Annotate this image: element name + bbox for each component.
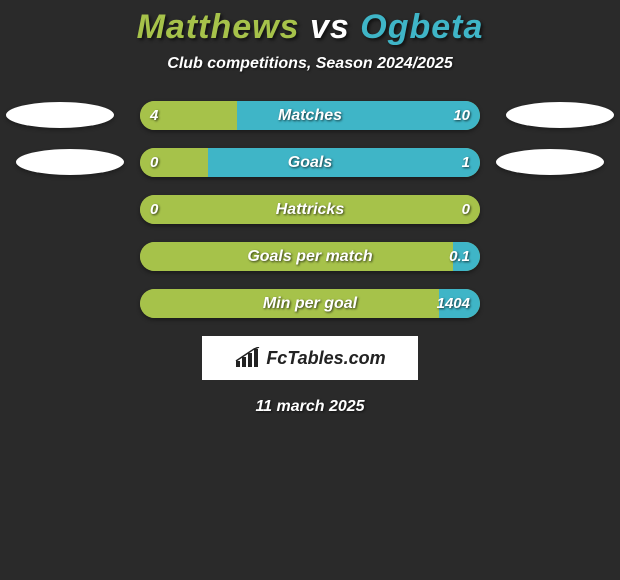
comparison-rows: Matches410Goals01Hattricks00Goals per ma…: [0, 101, 620, 318]
stat-row: Min per goal1404: [0, 289, 620, 318]
fctables-logo: FcTables.com: [202, 336, 418, 380]
stat-bar: Goals0 1: [140, 148, 480, 177]
stat-left-value: 0: [150, 195, 158, 224]
title-right: Ogbeta: [360, 8, 483, 46]
stat-label: Goals per match: [140, 242, 480, 271]
date-text: 11 march 2025: [0, 398, 620, 416]
stat-label: Matches: [140, 101, 480, 130]
stat-left-value: 4: [150, 101, 158, 130]
page-title: Matthews vs Ogbeta: [0, 0, 620, 47]
stat-row: Goals per match0.1: [0, 242, 620, 271]
subtitle: Club competitions, Season 2024/2025: [0, 55, 620, 73]
stat-row: Hattricks0 0: [0, 195, 620, 224]
logo-text: FcTables.com: [266, 348, 385, 369]
title-vs: vs: [310, 8, 350, 46]
stat-label: Hattricks: [140, 195, 480, 224]
stat-right-value: 0.1: [449, 242, 470, 271]
left-team-oval: [6, 102, 114, 128]
stat-right-value: 10: [453, 101, 470, 130]
stat-label: Goals: [140, 148, 480, 177]
stat-bar: Hattricks0 0: [140, 195, 480, 224]
stat-right-value: 0: [462, 195, 470, 224]
stat-label: Min per goal: [140, 289, 480, 318]
left-team-oval: [16, 149, 124, 175]
stat-row: Goals0 1: [0, 148, 620, 177]
right-team-oval: [496, 149, 604, 175]
right-team-oval: [506, 102, 614, 128]
stat-bar: Min per goal1404: [140, 289, 480, 318]
stat-bar: Goals per match0.1: [140, 242, 480, 271]
stat-row: Matches4 10: [0, 101, 620, 130]
stat-bar: Matches4 10: [140, 101, 480, 130]
stat-right-value: 1: [462, 148, 470, 177]
stat-right-value: 1404: [437, 289, 470, 318]
title-left: Matthews: [137, 8, 300, 46]
stat-left-value: 0: [150, 148, 158, 177]
bar-chart-icon: [234, 347, 260, 369]
